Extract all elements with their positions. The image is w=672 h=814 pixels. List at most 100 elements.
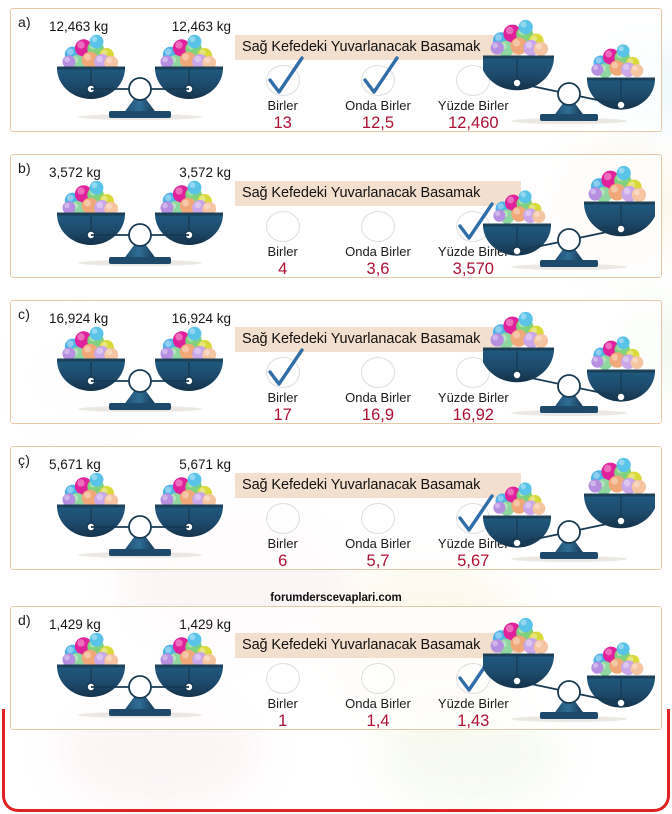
balance-scale-tilted <box>483 165 655 270</box>
balance-scale-tilted <box>483 457 655 562</box>
option-1[interactable]: Onda Birler 3,6 <box>330 211 425 279</box>
weight-right: 5,671 kg <box>179 457 231 472</box>
option-bubble-wrap[interactable] <box>360 357 395 388</box>
weight-labels: 1,429 kg 1,429 kg <box>47 617 233 632</box>
option-label: Birler <box>267 696 298 711</box>
weight-left: 1,429 kg <box>49 617 101 632</box>
right-scale-group <box>483 309 655 425</box>
option-bubble-wrap[interactable] <box>265 211 300 242</box>
weight-labels: 3,572 kg 3,572 kg <box>47 165 233 180</box>
option-0[interactable]: Birler 6 <box>235 503 330 571</box>
balance-scale-level <box>57 34 223 120</box>
right-scale-group <box>483 615 655 731</box>
right-scale-group <box>483 455 655 571</box>
option-0[interactable]: Birler 17 <box>235 348 330 425</box>
option-bubble[interactable] <box>360 211 395 242</box>
exercise-label: c) <box>18 306 31 322</box>
option-bubble-wrap[interactable] <box>265 56 304 96</box>
option-bubble-wrap[interactable] <box>265 503 300 534</box>
option-0[interactable]: Birler 1 <box>235 663 330 731</box>
option-bubble[interactable] <box>360 357 395 388</box>
option-value: 17 <box>273 406 292 424</box>
balance-scale-level <box>57 472 223 558</box>
option-label: Onda Birler <box>345 390 411 405</box>
left-scale-group: 3,572 kg 3,572 kg <box>47 165 233 277</box>
option-bubble[interactable] <box>265 211 300 242</box>
option-bubble[interactable] <box>360 503 395 534</box>
weight-left: 16,924 kg <box>49 311 109 326</box>
balance-scale-tilted <box>483 311 655 416</box>
rounding-panel: Sağ Kefedeki Yuvarlanacak Basamak Birler… <box>235 327 521 425</box>
option-2[interactable]: Yüzde Birler 5,67 <box>426 494 521 571</box>
worksheet-page: a) 12,463 kg 12,463 kg <box>10 8 662 730</box>
option-1[interactable]: Onda Birler 1,4 <box>330 663 425 731</box>
weight-right: 3,572 kg <box>179 165 231 180</box>
option-row: Birler 17 Onda Birler 16,9 Yüzde Birler … <box>235 348 521 425</box>
option-bubble[interactable] <box>360 663 395 694</box>
right-scale-group <box>483 163 655 279</box>
option-value: 1,43 <box>457 712 490 730</box>
rounding-panel: Sağ Kefedeki Yuvarlanacak Basamak Birler… <box>235 181 521 279</box>
rounding-panel: Sağ Kefedeki Yuvarlanacak Basamak Birler… <box>235 633 521 731</box>
checkmark-icon <box>363 56 399 94</box>
balance-scale-tilted <box>483 19 655 124</box>
weight-left: 5,671 kg <box>49 457 101 472</box>
option-1[interactable]: Onda Birler 12,5 <box>330 56 425 133</box>
exercise-label: b) <box>18 160 31 176</box>
balance-scale-level <box>57 326 223 412</box>
option-row: Birler 13 Onda Birler 12,5 Yüzde Birler … <box>235 56 521 133</box>
panel-banner: Sağ Kefedeki Yuvarlanacak Basamak <box>235 473 521 498</box>
site-credit: forumderscevaplari.com <box>270 592 402 604</box>
option-1[interactable]: Onda Birler 16,9 <box>330 357 425 425</box>
weight-left: 12,463 kg <box>49 19 109 34</box>
option-label: Birler <box>267 390 298 405</box>
option-bubble-wrap[interactable] <box>360 56 399 96</box>
option-value: 1,4 <box>366 712 390 730</box>
option-0[interactable]: Birler 4 <box>235 211 330 279</box>
rounding-panel: Sağ Kefedeki Yuvarlanacak Basamak Birler… <box>235 35 521 133</box>
option-value: 5,67 <box>457 552 490 570</box>
option-bubble-wrap[interactable] <box>360 663 395 694</box>
panel-banner: Sağ Kefedeki Yuvarlanacak Basamak <box>235 633 521 658</box>
left-scale-group: 16,924 kg 16,924 kg <box>47 311 233 423</box>
option-value: 4 <box>278 260 288 278</box>
option-label: Yüzde Birler <box>437 390 509 405</box>
exercise-label: ç) <box>18 452 31 468</box>
option-value: 16,9 <box>361 406 395 424</box>
balance-scale-tilted <box>483 617 655 722</box>
option-2[interactable]: Yüzde Birler 3,570 <box>426 202 521 279</box>
option-bubble-wrap[interactable] <box>360 211 395 242</box>
exercise-label: a) <box>18 14 31 30</box>
exercise-card: a) 12,463 kg 12,463 kg <box>10 8 662 132</box>
option-bubble[interactable] <box>265 503 300 534</box>
weight-labels: 12,463 kg 12,463 kg <box>47 19 233 34</box>
exercise-list: a) 12,463 kg 12,463 kg <box>10 8 662 730</box>
left-scale-group: 1,429 kg 1,429 kg <box>47 617 233 729</box>
option-0[interactable]: Birler 13 <box>235 56 330 133</box>
option-label: Birler <box>267 536 298 551</box>
option-label: Yüzde Birler <box>437 244 509 259</box>
exercise-card: c) 16,924 kg 16,924 kg <box>10 300 662 424</box>
checkmark-icon <box>458 494 495 532</box>
option-label: Yüzde Birler <box>437 98 509 113</box>
right-scale-group <box>483 17 655 133</box>
option-1[interactable]: Onda Birler 5,7 <box>330 503 425 571</box>
option-value: 3,6 <box>366 260 390 278</box>
option-value: 1 <box>278 712 288 730</box>
rounding-panel: Sağ Kefedeki Yuvarlanacak Basamak Birler… <box>235 473 521 571</box>
option-value: 5,7 <box>366 552 390 570</box>
option-value: 12,5 <box>361 114 395 132</box>
option-value: 12,460 <box>448 114 499 132</box>
weight-labels: 16,924 kg 16,924 kg <box>47 311 233 326</box>
option-bubble-wrap[interactable] <box>360 503 395 534</box>
option-label: Onda Birler <box>345 696 411 711</box>
panel-banner: Sağ Kefedeki Yuvarlanacak Basamak <box>235 181 521 206</box>
option-label: Yüzde Birler <box>437 536 509 551</box>
option-bubble-wrap[interactable] <box>265 663 300 694</box>
left-scale-group: 5,671 kg 5,671 kg <box>47 457 233 569</box>
checkmark-icon <box>267 348 304 386</box>
option-bubble-wrap[interactable] <box>265 348 304 388</box>
option-bubble[interactable] <box>265 663 300 694</box>
exercise-card: ç) 5,671 kg 5,671 kg <box>10 446 662 570</box>
option-value: 3,570 <box>452 260 494 278</box>
